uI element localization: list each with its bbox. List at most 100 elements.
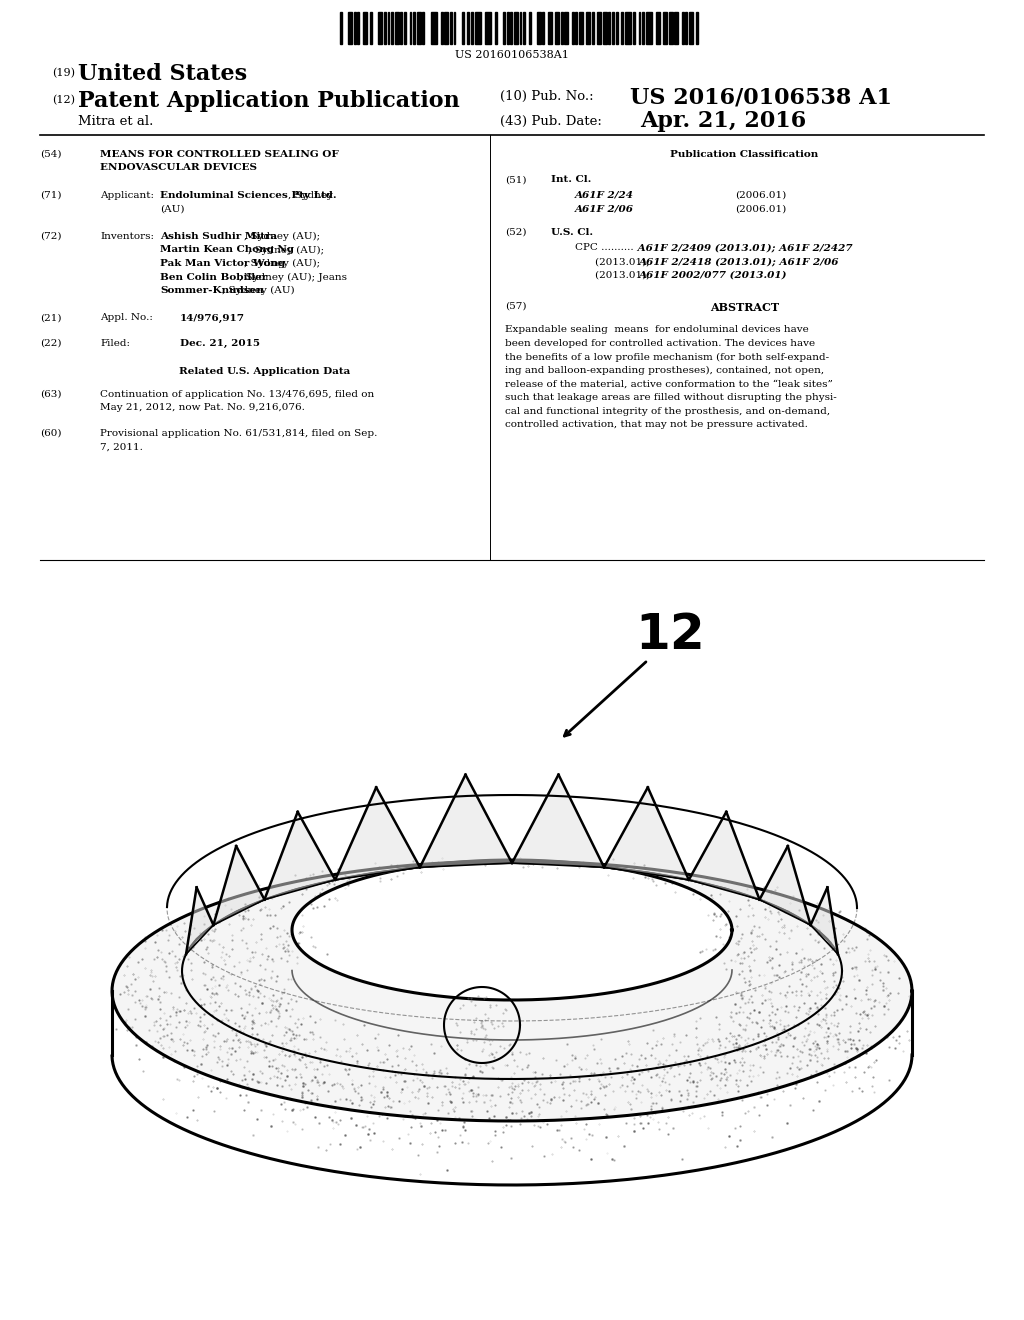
Bar [615, 12, 617, 44]
Text: Ben Colin Bobiller: Ben Colin Bobiller [160, 272, 267, 281]
Text: MEANS FOR CONTROLLED SEALING OF: MEANS FOR CONTROLLED SEALING OF [100, 150, 339, 158]
Bar [414, 12, 415, 44]
Text: ABSTRACT: ABSTRACT [710, 302, 779, 313]
Polygon shape [186, 887, 213, 954]
Bar [357, 12, 359, 44]
Bar [371, 12, 372, 44]
Polygon shape [689, 812, 760, 899]
Text: Patent Application Publication: Patent Application Publication [78, 90, 460, 112]
Text: (52): (52) [505, 228, 526, 238]
Bar [597, 12, 601, 44]
Text: (54): (54) [40, 150, 61, 158]
Bar [510, 12, 512, 44]
Text: release of the material, active conformation to the “leak sites”: release of the material, active conforma… [505, 380, 833, 388]
Bar [622, 12, 623, 44]
Bar [340, 12, 342, 44]
Text: (2013.01);: (2013.01); [595, 271, 653, 280]
Polygon shape [760, 846, 811, 925]
Text: (2006.01): (2006.01) [735, 205, 786, 214]
Bar [682, 12, 683, 44]
Bar [404, 12, 406, 44]
Bar [519, 12, 521, 44]
Text: Related U.S. Application Data: Related U.S. Application Data [179, 367, 350, 375]
Text: US 2016/0106538 A1: US 2016/0106538 A1 [630, 86, 892, 108]
Text: (2006.01): (2006.01) [735, 191, 786, 201]
Text: United States: United States [78, 63, 247, 84]
Text: (71): (71) [40, 191, 61, 201]
Bar [484, 12, 492, 44]
Bar [669, 12, 673, 44]
Text: controlled activation, that may not be pressure activated.: controlled activation, that may not be p… [505, 420, 808, 429]
Bar [417, 12, 421, 44]
Bar [423, 12, 424, 44]
Bar [537, 12, 541, 44]
Text: Appl. No.:: Appl. No.: [100, 314, 153, 322]
Text: Publication Classification: Publication Classification [671, 150, 818, 158]
Text: (22): (22) [40, 339, 61, 348]
Text: (10) Pub. No.:: (10) Pub. No.: [500, 90, 594, 103]
Bar [571, 12, 573, 44]
Text: , Sydney (AU); Jeans: , Sydney (AU); Jeans [240, 272, 347, 281]
Bar [440, 12, 442, 44]
Bar [495, 12, 497, 44]
Text: cal and functional integrity of the prosthesis, and on-demand,: cal and functional integrity of the pros… [505, 407, 830, 416]
Text: Int. Cl.: Int. Cl. [551, 176, 592, 185]
Text: the benefits of a low profile mechanism (for both self-expand-: the benefits of a low profile mechanism … [505, 352, 829, 362]
Bar [379, 12, 382, 44]
Text: (43) Pub. Date:: (43) Pub. Date: [500, 115, 602, 128]
Bar [388, 12, 389, 44]
Text: Ashish Sudhir Mitra: Ashish Sudhir Mitra [160, 232, 278, 242]
Bar [608, 12, 610, 44]
Bar [625, 12, 632, 44]
Bar [507, 12, 509, 44]
Bar [471, 12, 473, 44]
Bar [689, 12, 692, 44]
Text: (21): (21) [40, 314, 61, 322]
Bar [592, 12, 594, 44]
Text: been developed for controlled activation. The devices have: been developed for controlled activation… [505, 339, 815, 348]
Text: A61F 2002/077 (2013.01): A61F 2002/077 (2013.01) [639, 271, 787, 280]
Text: CPC ..........: CPC .......... [575, 243, 634, 252]
Bar [575, 12, 578, 44]
Bar [431, 12, 437, 44]
Bar [656, 12, 659, 44]
Text: , Sydney: , Sydney [288, 191, 333, 201]
Text: Filed:: Filed: [100, 339, 130, 348]
Text: A61F 2/2409 (2013.01); A61F 2/2427: A61F 2/2409 (2013.01); A61F 2/2427 [634, 243, 852, 252]
Bar [543, 12, 545, 44]
Bar [646, 12, 652, 44]
Bar [561, 12, 562, 44]
Bar [348, 12, 352, 44]
Text: A61F 2/06: A61F 2/06 [575, 205, 634, 214]
Bar [696, 12, 698, 44]
Polygon shape [112, 861, 912, 1121]
Bar [384, 12, 386, 44]
Text: (63): (63) [40, 389, 61, 399]
Text: Pak Man Victor Wong: Pak Man Victor Wong [160, 259, 286, 268]
Bar [685, 12, 687, 44]
Text: , Sydney (AU);: , Sydney (AU); [244, 232, 319, 242]
Polygon shape [604, 787, 689, 880]
Text: Continuation of application No. 13/476,695, filed on: Continuation of application No. 13/476,6… [100, 389, 374, 399]
Text: Martin Kean Chong Ng: Martin Kean Chong Ng [160, 246, 294, 255]
Text: US 20160106538A1: US 20160106538A1 [455, 50, 569, 59]
Bar [362, 12, 367, 44]
Text: Expandable sealing  means  for endoluminal devices have: Expandable sealing means for endoluminal… [505, 326, 809, 334]
Text: Mitra et al.: Mitra et al. [78, 115, 154, 128]
Text: Applicant:: Applicant: [100, 191, 154, 201]
Text: Apr. 21, 2016: Apr. 21, 2016 [640, 110, 806, 132]
Polygon shape [292, 861, 732, 1001]
Text: A61F 2/24: A61F 2/24 [575, 191, 634, 201]
Bar [503, 12, 505, 44]
Bar [564, 12, 568, 44]
Text: A61F 2/2418 (2013.01); A61F 2/06: A61F 2/2418 (2013.01); A61F 2/06 [639, 257, 840, 267]
Bar [633, 12, 635, 44]
Text: Dec. 21, 2015: Dec. 21, 2015 [180, 339, 260, 348]
Text: May 21, 2012, now Pat. No. 9,216,076.: May 21, 2012, now Pat. No. 9,216,076. [100, 404, 305, 412]
Text: (60): (60) [40, 429, 61, 438]
Text: , Sydney (AU): , Sydney (AU) [221, 286, 294, 296]
Bar [528, 12, 530, 44]
Polygon shape [420, 775, 512, 867]
Text: 14/976,917: 14/976,917 [180, 314, 245, 322]
Bar [462, 12, 464, 44]
